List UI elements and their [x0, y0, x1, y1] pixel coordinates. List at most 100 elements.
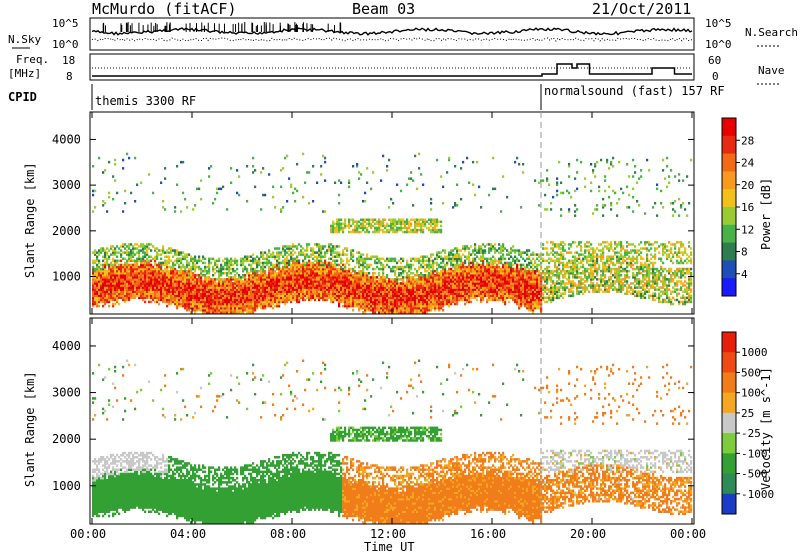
power-cell	[216, 282, 218, 285]
power-cell	[468, 251, 470, 254]
power-cell	[230, 182, 232, 185]
power-cell	[406, 219, 408, 222]
power-cell	[274, 305, 276, 308]
power-cell	[352, 249, 354, 252]
power-cell	[342, 249, 344, 252]
power-cell	[398, 227, 400, 230]
power-cell	[126, 153, 128, 156]
power-cell	[358, 177, 360, 180]
power-cell	[242, 274, 244, 277]
power-cell	[470, 245, 472, 248]
power-cell	[342, 260, 344, 263]
power-cell	[440, 251, 442, 254]
power-cell	[260, 262, 262, 265]
power-cell	[264, 266, 266, 269]
power-cell	[146, 243, 148, 246]
power-cell	[460, 198, 462, 201]
power-cell	[160, 253, 162, 256]
power-cell	[218, 258, 220, 261]
power-cell	[464, 256, 466, 259]
power-cell	[156, 247, 158, 250]
power-cell	[350, 272, 352, 275]
power-cell	[396, 184, 398, 187]
power-cell	[180, 251, 182, 254]
power-cell	[334, 251, 336, 254]
power-cell	[356, 163, 358, 166]
power-cell	[424, 268, 426, 271]
power-cell	[438, 256, 440, 259]
power-cell	[414, 274, 416, 277]
power-cell	[108, 264, 110, 267]
power-cell	[302, 260, 304, 263]
power-cell	[134, 260, 136, 263]
power-cell	[226, 278, 228, 281]
power-cell	[130, 192, 132, 195]
power-cell	[144, 251, 146, 254]
power-cell	[308, 256, 310, 259]
power-cell	[224, 278, 226, 281]
power-cell	[272, 196, 274, 199]
power-cell	[118, 260, 120, 263]
power-cell	[468, 247, 470, 250]
power-cell	[290, 264, 292, 267]
power-cell	[98, 260, 100, 263]
power-cell	[446, 256, 448, 259]
power-cell	[416, 258, 418, 261]
power-cell	[312, 258, 314, 261]
power-cell	[412, 204, 414, 207]
power-cell	[404, 270, 406, 273]
power-cell	[272, 186, 274, 189]
power-cell	[144, 260, 146, 263]
power-cell	[440, 221, 442, 224]
freq-label-2: [MHz]	[8, 67, 41, 80]
power-cell	[222, 272, 224, 275]
power-cell	[430, 270, 432, 273]
power-cell	[294, 251, 296, 254]
freq-trace	[92, 64, 692, 76]
power-cell	[364, 258, 366, 261]
power-cell	[284, 249, 286, 252]
power-cell	[442, 249, 444, 252]
power-cell	[134, 247, 136, 250]
power-cell	[176, 184, 178, 187]
power-cell	[384, 276, 386, 279]
power-cell	[168, 266, 170, 269]
power-cell	[422, 229, 424, 232]
power-cell	[200, 260, 202, 263]
power-cell	[454, 247, 456, 250]
power-cell	[268, 260, 270, 263]
noise-tick-right-top: 10^5	[705, 17, 732, 30]
power-cell	[446, 171, 448, 174]
noise-sky-line	[92, 28, 692, 35]
power-cell	[264, 270, 266, 273]
power-cell	[396, 221, 398, 224]
power-cell	[118, 303, 120, 306]
power-cell	[300, 249, 302, 252]
power-cell	[420, 223, 422, 226]
power-cell	[260, 251, 262, 254]
power-cell	[228, 260, 230, 263]
power-cell	[388, 229, 390, 232]
power-cell	[412, 258, 414, 261]
power-cell	[122, 258, 124, 261]
power-cell	[258, 258, 260, 261]
power-cell	[400, 272, 402, 275]
power-cell	[164, 251, 166, 254]
power-cell	[352, 268, 354, 271]
power-cell	[398, 282, 400, 285]
power-cell	[438, 221, 440, 224]
power-cell	[340, 182, 342, 185]
beam-title: Beam 03	[352, 0, 415, 18]
power-cell	[130, 249, 132, 252]
power-cell	[438, 272, 440, 275]
power-cell	[308, 171, 310, 174]
power-cell	[182, 256, 184, 259]
power-cell	[454, 165, 456, 168]
power-cell	[280, 268, 282, 271]
power-cell	[288, 245, 290, 248]
power-cell	[110, 262, 112, 265]
power-cell	[190, 266, 192, 269]
power-cell	[286, 155, 288, 158]
